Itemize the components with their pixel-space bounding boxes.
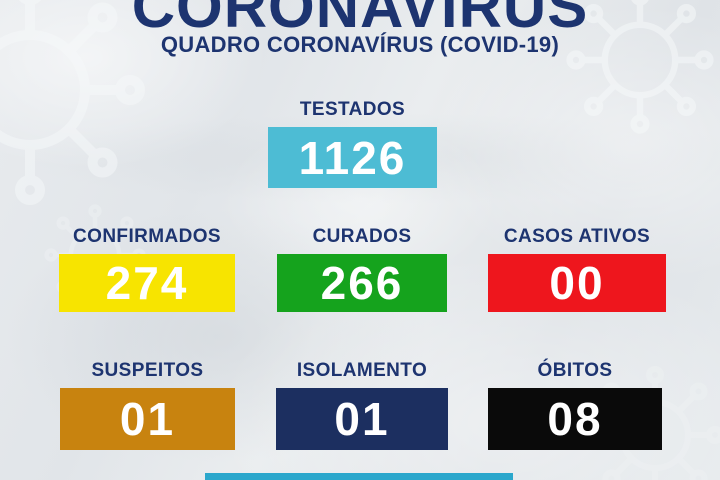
stat-tile-curados: CURADOS 266 xyxy=(277,226,447,312)
stat-label-testados: TESTADOS xyxy=(299,99,406,120)
stat-tile-isolamento: ISOLAMENTO 01 xyxy=(276,360,448,450)
stat-box-suspeitos: 01 xyxy=(60,388,235,450)
stat-value-curados: 266 xyxy=(320,257,404,309)
page-subtitle: QUADRO CORONAVÍRUS (COVID-19) xyxy=(160,32,560,57)
stat-tile-obitos: ÓBITOS 08 xyxy=(488,360,662,450)
stat-box-confirmados: 274 xyxy=(59,254,235,312)
stat-label-obitos: ÓBITOS xyxy=(537,360,613,381)
stat-box-curados: 266 xyxy=(277,254,447,312)
stat-tile-suspeitos: SUSPEITOS 01 xyxy=(60,360,235,450)
stat-box-obitos: 08 xyxy=(488,388,662,450)
bottom-accent-bar xyxy=(205,473,513,480)
stat-label-confirmados: CONFIRMADOS xyxy=(73,226,221,247)
stat-value-confirmados: 274 xyxy=(105,257,189,309)
page-title: CORONAVÍRUS xyxy=(131,0,589,40)
stat-tile-testados: TESTADOS 1126 xyxy=(268,99,437,188)
stat-box-isolamento: 01 xyxy=(276,388,448,450)
stat-box-testados: 1126 xyxy=(268,127,437,188)
stat-value-suspeitos: 01 xyxy=(119,393,176,445)
stat-value-casos-ativos: 00 xyxy=(549,257,605,309)
stat-box-casos-ativos: 00 xyxy=(488,254,666,312)
stat-tile-casos-ativos: CASOS ATIVOS 00 xyxy=(488,226,666,312)
stat-label-casos-ativos: CASOS ATIVOS xyxy=(503,226,651,247)
stat-label-suspeitos: SUSPEITOS xyxy=(91,360,204,381)
stat-value-obitos: 08 xyxy=(547,393,603,445)
stat-label-isolamento: ISOLAMENTO xyxy=(296,360,428,381)
stat-value-isolamento: 01 xyxy=(334,393,390,445)
stat-label-curados: CURADOS xyxy=(312,226,412,247)
stat-value-testados: 1126 xyxy=(298,131,407,184)
stat-tile-confirmados: CONFIRMADOS 274 xyxy=(59,226,235,312)
